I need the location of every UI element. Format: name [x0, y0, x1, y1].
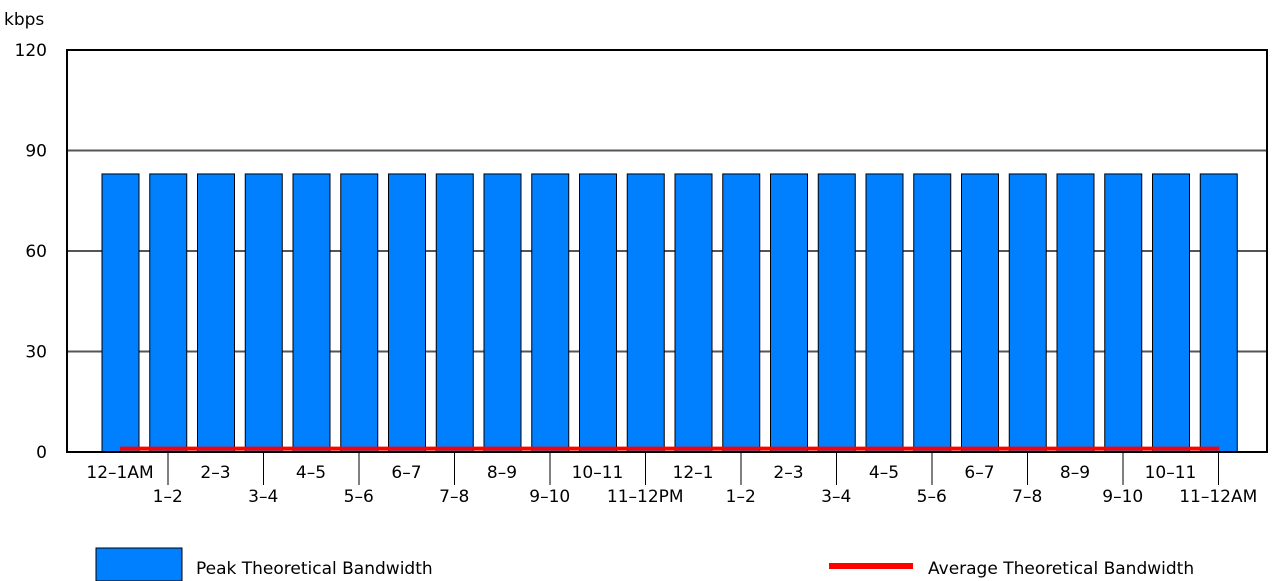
x-tick-label: 10–11 [1145, 463, 1197, 483]
x-tick-label: 7–8 [1012, 487, 1042, 507]
bar [244, 173, 283, 453]
bar [722, 173, 761, 453]
x-tick-label: 5–6 [344, 487, 374, 507]
bar-series [101, 173, 1238, 453]
x-tick-label: 1–2 [153, 487, 183, 507]
x-tick-label: 2–3 [773, 463, 803, 483]
bar [149, 173, 188, 453]
legend-label: Average Theoretical Bandwidth [928, 559, 1194, 579]
x-tick-label: 3–4 [248, 487, 278, 507]
bar [817, 173, 856, 453]
legend-swatch-bar [95, 547, 183, 581]
bar [531, 173, 570, 453]
x-tick-label: 9–10 [1102, 487, 1143, 507]
x-tick-label: 2–3 [200, 463, 230, 483]
x-tick-label: 7–8 [439, 487, 469, 507]
bar [1104, 173, 1143, 453]
x-tick-label: 1–2 [726, 487, 756, 507]
bar [1008, 173, 1047, 453]
x-tick-label: 5–6 [917, 487, 947, 507]
bar [292, 173, 331, 453]
x-tick-label: 6–7 [391, 463, 421, 483]
x-tick-label: 9–10 [529, 487, 570, 507]
bar [770, 173, 808, 453]
x-tick-label: 12–1 [673, 463, 714, 483]
bar [626, 173, 665, 453]
x-tick-label: 8–9 [1060, 463, 1090, 483]
bar [483, 173, 522, 453]
bar [913, 173, 952, 453]
x-tick-label: 11–12PM [607, 487, 684, 507]
y-axis-unit-label: kbps [4, 10, 44, 30]
x-tick-label: 10–11 [572, 463, 624, 483]
plot-area-frame [66, 49, 1268, 453]
legend-item-peak: Peak Theoretical Bandwidth [95, 547, 433, 581]
bar [865, 173, 904, 453]
y-tick-label: 90 [25, 142, 47, 162]
x-axis-ticks: 12–1AM1–22–33–44–55–66–77–88–99–1010–111… [86, 452, 1257, 507]
x-tick-label: 8–9 [487, 463, 517, 483]
bar [961, 173, 999, 453]
y-tick-label: 30 [25, 343, 47, 363]
bar [674, 173, 713, 453]
bar [388, 173, 426, 453]
y-tick-label: 0 [36, 443, 47, 463]
bar [340, 173, 379, 453]
bar [1056, 173, 1095, 453]
y-axis-ticks: 0 30 60 90 120 [15, 41, 47, 463]
legend: Peak Theoretical Bandwidth Average Theore… [95, 547, 1194, 581]
bar [435, 173, 474, 453]
x-tick-label: 11–12AM [1179, 487, 1257, 507]
y-tick-label: 120 [15, 41, 47, 61]
bar [101, 173, 140, 453]
bar [1152, 173, 1190, 453]
x-tick-label: 6–7 [964, 463, 994, 483]
bar [197, 173, 235, 453]
bar [579, 173, 617, 453]
legend-label: Peak Theoretical Bandwidth [196, 559, 433, 579]
x-tick-label: 3–4 [821, 487, 851, 507]
y-tick-label: 60 [25, 242, 47, 262]
bar [1199, 173, 1238, 453]
legend-swatch-line [829, 563, 913, 569]
x-tick-label: 4–5 [296, 463, 326, 483]
legend-item-average: Average Theoretical Bandwidth [829, 559, 1194, 579]
x-tick-label: 12–1AM [86, 463, 153, 483]
x-tick-label: 4–5 [869, 463, 899, 483]
